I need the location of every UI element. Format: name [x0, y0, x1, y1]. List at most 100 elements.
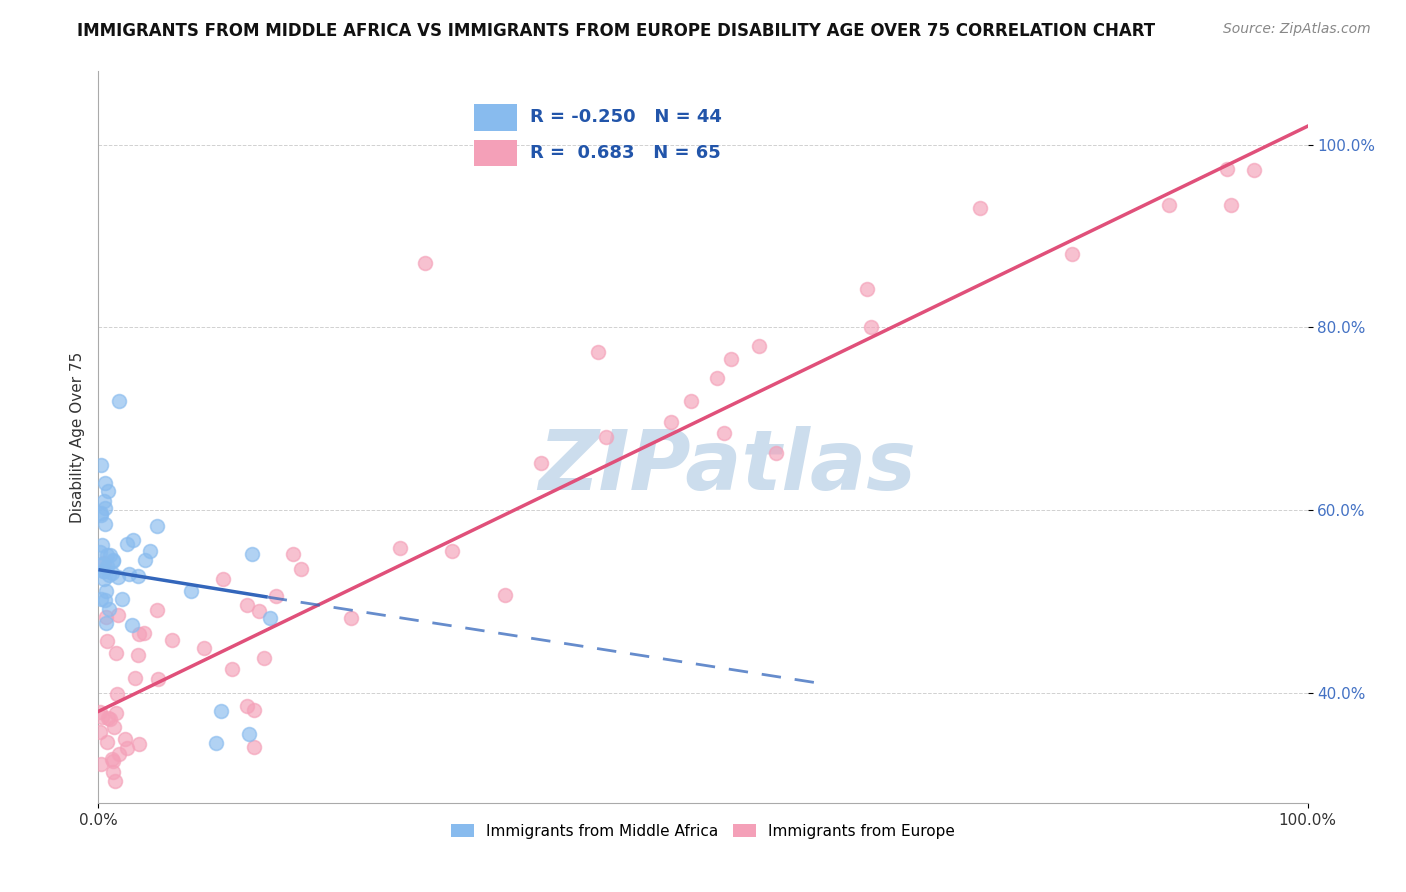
Point — [114, 731, 136, 746]
Point — [1215, 161, 1237, 176]
Point — [253, 651, 276, 665]
Point — [118, 567, 141, 582]
Legend: Immigrants from Middle Africa, Immigrants from Europe: Immigrants from Middle Africa, Immigrant… — [443, 816, 963, 847]
Point — [134, 553, 156, 567]
Point — [91, 538, 114, 552]
Point — [1060, 247, 1083, 261]
Point — [440, 543, 463, 558]
Point — [93, 592, 115, 607]
Point — [89, 705, 111, 719]
Point — [93, 556, 115, 570]
Point — [90, 756, 112, 771]
Point — [128, 627, 150, 641]
Point — [242, 740, 264, 755]
Point — [121, 618, 143, 632]
Point — [180, 584, 202, 599]
Point — [748, 338, 770, 352]
Point — [856, 282, 879, 296]
Y-axis label: Disability Age Over 75: Disability Age Over 75 — [69, 351, 84, 523]
Point — [97, 601, 120, 615]
Point — [90, 506, 112, 520]
Point — [101, 752, 124, 766]
Point — [91, 558, 114, 572]
Point — [243, 703, 266, 717]
Point — [107, 747, 129, 761]
Point — [236, 598, 259, 612]
Point — [93, 475, 115, 490]
Point — [97, 483, 120, 498]
Point — [146, 672, 169, 686]
Point — [111, 592, 134, 607]
Point — [101, 754, 124, 768]
Point — [679, 393, 702, 408]
Point — [101, 764, 124, 779]
Point — [93, 572, 115, 586]
Point — [89, 558, 111, 572]
Point — [205, 736, 228, 750]
Point — [494, 589, 516, 603]
Point — [588, 344, 610, 359]
Point — [132, 626, 155, 640]
Point — [193, 640, 215, 655]
Point — [98, 712, 121, 726]
Text: IMMIGRANTS FROM MIDDLE AFRICA VS IMMIGRANTS FROM EUROPE DISABILITY AGE OVER 75 C: IMMIGRANTS FROM MIDDLE AFRICA VS IMMIGRA… — [77, 22, 1156, 40]
Point — [1243, 162, 1265, 177]
Point — [128, 737, 150, 751]
Point — [93, 516, 115, 531]
Point — [105, 706, 128, 720]
Point — [1219, 198, 1241, 212]
Point — [659, 415, 682, 429]
Point — [388, 541, 411, 555]
Point — [103, 720, 125, 734]
Point — [595, 430, 617, 444]
Point — [969, 201, 991, 215]
Point — [290, 562, 312, 576]
Point — [264, 589, 287, 603]
Point — [94, 500, 117, 515]
Point — [91, 709, 114, 723]
Point — [107, 570, 129, 584]
Point — [90, 592, 112, 607]
Point — [1159, 198, 1181, 212]
Point — [706, 371, 728, 385]
Point — [127, 648, 149, 662]
Text: ZIPatlas: ZIPatlas — [538, 425, 917, 507]
Point — [859, 319, 882, 334]
Point — [115, 536, 138, 550]
Text: Source: ZipAtlas.com: Source: ZipAtlas.com — [1223, 22, 1371, 37]
Point — [146, 518, 169, 533]
Point — [97, 711, 120, 725]
Point — [107, 608, 129, 623]
Point — [212, 572, 235, 586]
Point — [146, 603, 169, 617]
Point — [98, 567, 121, 582]
Point — [104, 774, 127, 789]
Point — [96, 558, 118, 573]
Point — [96, 735, 118, 749]
Point — [713, 425, 735, 440]
Point — [105, 687, 128, 701]
Point — [94, 583, 117, 598]
Point — [105, 646, 128, 660]
Point — [91, 565, 114, 579]
Point — [139, 544, 162, 558]
Point — [103, 553, 125, 567]
Point — [209, 705, 232, 719]
Point — [93, 493, 115, 508]
Point — [100, 566, 122, 580]
Point — [221, 662, 243, 676]
Point — [413, 256, 436, 270]
Point — [89, 725, 111, 739]
Point — [89, 545, 111, 559]
Point — [101, 553, 124, 567]
Point — [93, 565, 115, 579]
Point — [94, 616, 117, 631]
Point — [122, 533, 145, 547]
Point — [247, 604, 270, 618]
Point — [96, 609, 118, 624]
Point — [127, 568, 149, 582]
Point — [90, 508, 112, 522]
Point — [96, 634, 118, 648]
Point — [89, 458, 111, 472]
Point — [98, 548, 121, 562]
